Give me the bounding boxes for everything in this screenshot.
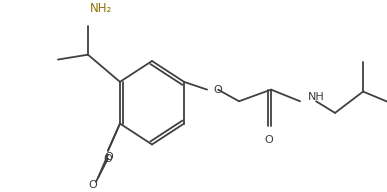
Text: O: O [265, 135, 274, 145]
Text: O: O [104, 154, 112, 164]
Text: NH: NH [308, 92, 325, 102]
Text: O: O [89, 180, 98, 190]
Text: O: O [213, 85, 222, 95]
Text: NH₂: NH₂ [90, 2, 112, 15]
Text: O: O [104, 151, 113, 162]
